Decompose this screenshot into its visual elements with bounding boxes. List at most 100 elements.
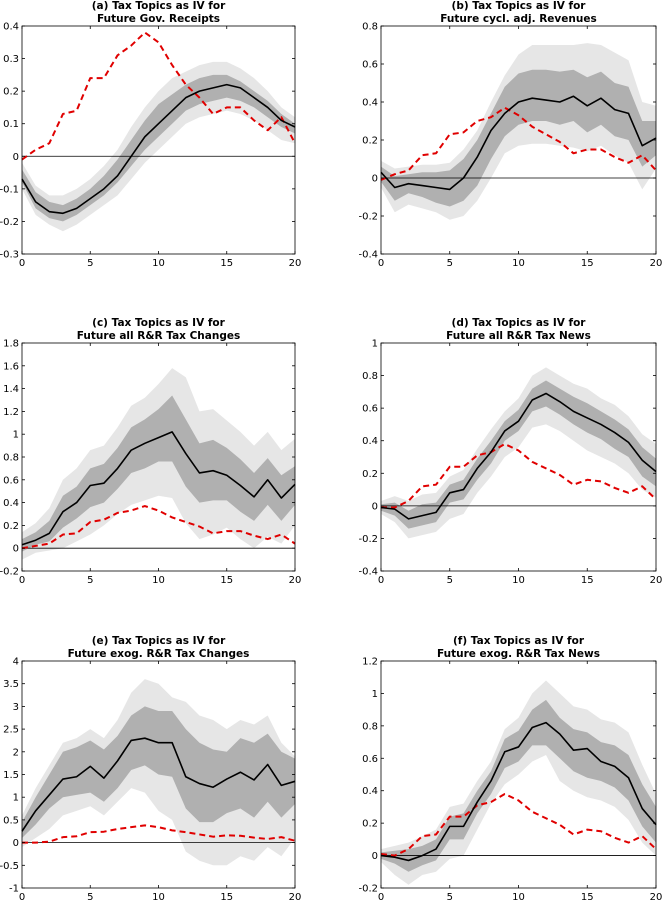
y-tick-label: 0.8 — [362, 22, 378, 33]
y-tick-label: 0.6 — [362, 404, 378, 415]
x-tick-label: 10 — [152, 892, 165, 903]
y-tick-label: 0.2 — [362, 136, 378, 147]
y-tick-label: -0.2 — [358, 884, 378, 895]
y-tick-label: 0.4 — [362, 786, 378, 797]
inner-confidence-band — [22, 74, 295, 222]
y-tick-label: 0 — [13, 152, 19, 163]
panel-title-line1: (c) Tax Topics as IV for — [92, 317, 225, 329]
point-estimate-line — [380, 95, 657, 191]
y-tick-label: -0.3 — [0, 250, 19, 261]
y-tick-label: -0.4 — [358, 250, 378, 261]
x-tick-label: 20 — [289, 575, 302, 586]
panel-title-line1: (e) Tax Topics as IV for — [92, 635, 226, 647]
y-tick-label: 2.5 — [3, 725, 19, 736]
x-tick-label: 15 — [581, 575, 594, 586]
panel-title-line2: Future exog. R&R Tax Changes — [68, 648, 250, 660]
y-tick-label: 0 — [372, 501, 378, 512]
y-tick-label: -0.2 — [358, 534, 378, 545]
panel-title-line1: (b) Tax Topics as IV for — [452, 0, 587, 12]
y-tick-label: 1 — [13, 430, 19, 441]
panel-title-line2: Future exog. R&R Tax News — [437, 648, 600, 660]
x-tick-label: 5 — [87, 575, 93, 586]
panel-title-line1: (a) Tax Topics as IV for — [92, 0, 226, 12]
y-tick-label: 0 — [372, 851, 378, 862]
x-tick-label: 5 — [447, 258, 453, 269]
y-tick-label: 1.2 — [362, 657, 378, 668]
panel-title-line1: (f) Tax Topics as IV for — [453, 635, 585, 647]
y-tick-label: 4 — [13, 657, 19, 668]
y-tick-label: 1 — [372, 339, 378, 350]
y-tick-label: 1.6 — [3, 361, 19, 372]
y-tick-label: 1 — [372, 689, 378, 700]
y-tick-label: 1.2 — [3, 407, 19, 418]
y-tick-label: 0.2 — [3, 521, 19, 532]
y-tick-label: 3 — [13, 702, 19, 713]
x-tick-label: 10 — [512, 892, 525, 903]
y-tick-label: 0.8 — [362, 371, 378, 382]
x-tick-label: 10 — [152, 575, 165, 586]
y-tick-label: 0.2 — [362, 469, 378, 480]
y-tick-label: 0.2 — [3, 87, 19, 98]
x-tick-label: 0 — [378, 892, 384, 903]
x-tick-label: 15 — [220, 575, 233, 586]
y-tick-label: 0.3 — [3, 54, 19, 65]
x-tick-label: 15 — [581, 258, 594, 269]
y-tick-label: 1 — [13, 793, 19, 804]
y-tick-label: 1.5 — [3, 770, 19, 781]
x-tick-label: 0 — [19, 258, 25, 269]
y-tick-label: 0.2 — [362, 819, 378, 830]
comparison-dashed-line — [381, 442, 657, 509]
x-tick-label: 0 — [19, 892, 25, 903]
y-tick-label: 0.6 — [3, 475, 19, 486]
x-tick-label: 20 — [289, 892, 302, 903]
y-tick-label: 0.4 — [3, 498, 19, 509]
inner-confidence-band — [22, 706, 295, 839]
point-estimate-line — [21, 431, 296, 546]
x-tick-label: 10 — [512, 258, 525, 269]
inner-confidence-band — [22, 395, 295, 552]
x-tick-label: 15 — [220, 258, 233, 269]
x-tick-label: 15 — [220, 892, 233, 903]
comparison-dashed-line — [380, 792, 657, 857]
y-tick-label: 0.8 — [3, 453, 19, 464]
outer-confidence-band — [22, 368, 295, 560]
comparison-dashed-line — [21, 505, 296, 550]
x-tick-label: 5 — [87, 892, 93, 903]
y-tick-label: 0.4 — [3, 22, 19, 33]
y-tick-label: -0.2 — [358, 212, 378, 223]
y-tick-label: 0 — [13, 544, 19, 555]
comparison-dashed-line — [380, 106, 657, 181]
y-tick-label: -0.2 — [0, 567, 19, 578]
x-tick-label: 0 — [19, 575, 25, 586]
y-tick-label: 0.6 — [362, 754, 378, 765]
x-tick-label: 20 — [289, 258, 302, 269]
y-tick-label: 2 — [13, 747, 19, 758]
x-tick-label: 5 — [87, 258, 93, 269]
y-tick-label: 0.4 — [362, 98, 378, 109]
comparison-dashed-line — [22, 824, 296, 844]
x-tick-label: 20 — [650, 892, 663, 903]
x-tick-label: 0 — [378, 258, 384, 269]
x-tick-label: 20 — [650, 575, 663, 586]
y-tick-label: -1 — [9, 884, 19, 895]
point-estimate-line — [21, 737, 296, 832]
point-estimate-line — [380, 721, 657, 862]
y-tick-label: 0 — [13, 838, 19, 849]
panel-title-line2: Future all R&R Tax News — [446, 330, 591, 342]
panel-title-line2: Future cycl. adj. Revenues — [440, 13, 596, 25]
panel-title-line2: Future all R&R Tax Changes — [77, 330, 240, 342]
y-tick-label: -0.2 — [0, 217, 19, 228]
x-tick-label: 10 — [152, 258, 165, 269]
x-tick-label: 15 — [581, 892, 594, 903]
inner-confidence-band — [381, 699, 656, 872]
y-tick-label: 0 — [372, 174, 378, 185]
y-tick-label: 0.4 — [362, 436, 378, 447]
y-tick-label: 1.8 — [3, 339, 19, 350]
y-tick-label: 0.5 — [3, 815, 19, 826]
